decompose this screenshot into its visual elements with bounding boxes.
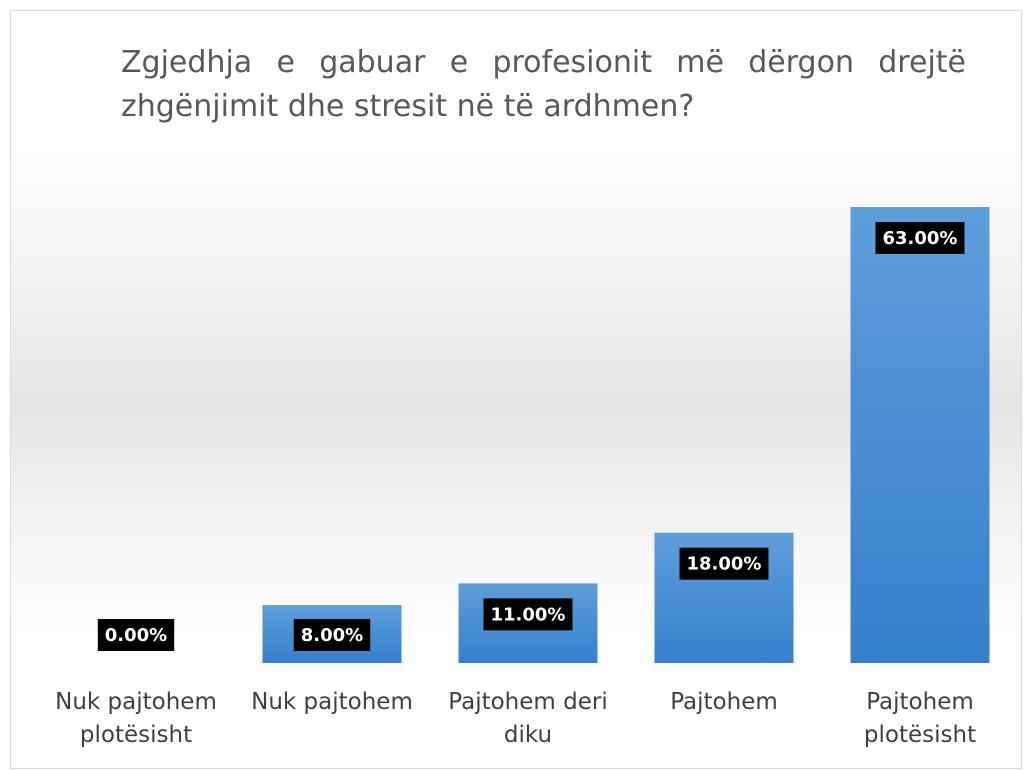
value-label-box: [483, 598, 573, 631]
chart-title: Zgjedhja e gabuar e profesionit më dërgo…: [121, 45, 966, 124]
value-label-box: [679, 547, 769, 580]
x-tick-label: Pajtohem plotësisht: [863, 689, 977, 748]
bar: [850, 207, 990, 663]
x-tick-label: Pajtohem: [670, 689, 778, 715]
value-label-box: [293, 619, 371, 651]
value-label: 0.00%: [105, 625, 167, 646]
value-label: 18.00%: [687, 554, 762, 575]
value-label-box: [875, 222, 965, 254]
x-tick-label: Nuk pajtohem plotësisht: [55, 689, 217, 748]
value-label: 8.00%: [301, 625, 363, 646]
x-tick-label: Pajtohem deri diku: [448, 689, 608, 748]
x-tick-label: Nuk pajtohem: [251, 689, 413, 715]
value-label: 11.00%: [491, 604, 566, 625]
value-label: 63.00%: [883, 228, 958, 249]
value-label-box: [97, 619, 175, 651]
